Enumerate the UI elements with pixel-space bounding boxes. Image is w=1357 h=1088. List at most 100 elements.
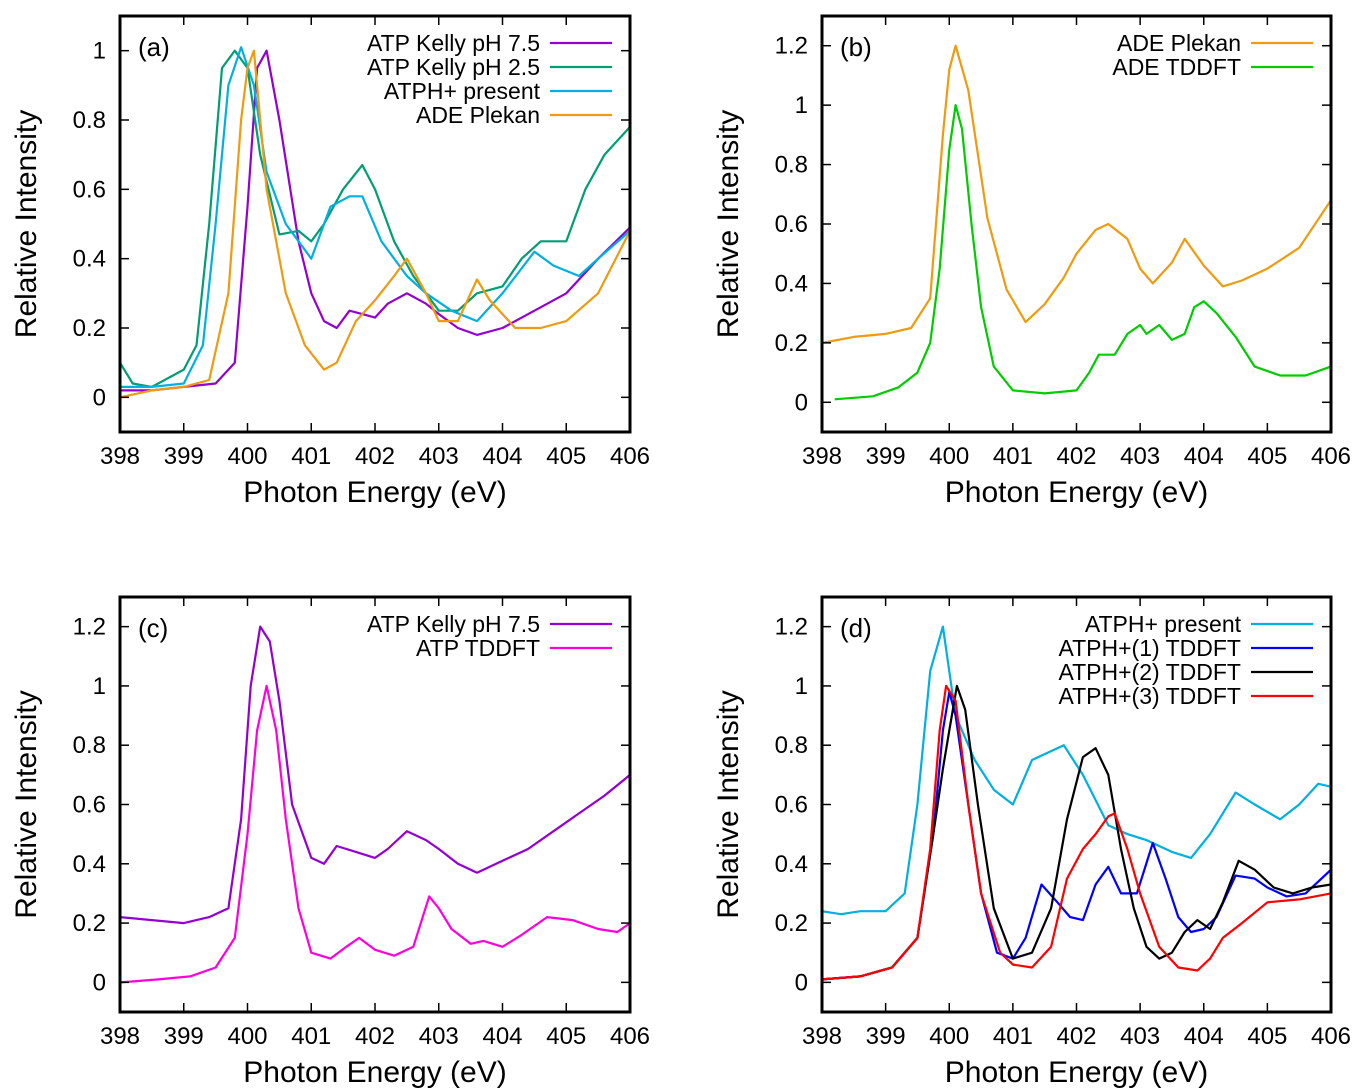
y-tick-label: 0.6 [775,792,808,819]
panel-a: 398 399 400 401 402 403 404 405 406 0 0.2 0.4 0.6 0.8… [10,14,650,509]
legend-label-atph-present: ATPH+ present [384,78,541,104]
y-tick-label: 1 [795,673,808,700]
series-line-ade-tddft [834,104,1331,401]
legend-label-ade-tddft: ADE TDDFT [1112,54,1241,80]
y-tick-label: 0.6 [775,211,808,238]
x-tick-label: 399 [866,1023,906,1050]
y-tick-label: 0.8 [775,152,808,179]
x-tick-label: 399 [164,443,204,470]
series-group [822,625,1331,981]
x-tick-label: 398 [802,1023,842,1050]
panel-label: (c) [138,613,168,643]
legend-label-atp-kelly-ph-7-5: ATP Kelly pH 7.5 [367,30,540,56]
series-line-atp-kelly-ph-7-5 [120,625,630,925]
series-line-atph-present [822,625,1331,916]
x-tick-label: 400 [929,443,969,470]
panel-b: 398 399 400 401 402 403 404 405 406 0 0.2 0.4 0.6 0.8… [712,14,1351,509]
y-tick-label: 1 [93,673,106,700]
y-tick-label: 0.4 [73,851,106,878]
x-tick-label: 400 [227,1023,267,1050]
series-line-atph-present [120,46,630,388]
x-tick-label: 400 [227,443,267,470]
x-tick-label: 398 [802,443,842,470]
x-tick-label: 402 [355,1023,395,1050]
y-tick-label: 0.2 [775,910,808,937]
panel-label: (a) [138,32,170,62]
y-tick-label: 0.2 [73,315,106,342]
panel-label: (d) [840,613,872,643]
x-tick-label: 403 [419,443,459,470]
y-tick-label: 0.6 [73,176,106,203]
y-tick-label: 0.4 [73,246,106,273]
legend-label-atph-3-tddft: ATPH+(3) TDDFT [1058,683,1241,709]
y-tick-label: 1 [93,38,106,65]
x-tick-label: 400 [929,1023,969,1050]
legend-label-atph-present: ATPH+ present [1085,611,1242,637]
x-tick-label: 404 [1184,443,1224,470]
series-group [120,625,630,984]
legend-label-atp-tddft: ATP TDDFT [416,635,540,661]
legend-label-atp-kelly-ph-2-5: ATP Kelly pH 2.5 [367,54,540,80]
y-tick-label: 0.8 [73,107,106,134]
y-tick-label: 0 [93,384,106,411]
legend-label-ade-plekan: ADE Plekan [1117,30,1241,56]
series-group [822,44,1331,401]
x-tick-label: 406 [610,1023,650,1050]
x-tick-label: 405 [546,1023,586,1050]
legend-label-ade-plekan: ADE Plekan [416,102,540,128]
y-tick-label: 0.8 [775,732,808,759]
legend-label-atp-kelly-ph-7-5: ATP Kelly pH 7.5 [367,611,540,637]
x-axis-title: Photon Energy (eV) [945,476,1208,509]
y-tick-label: 0.4 [775,270,808,297]
y-tick-label: 0 [93,969,106,996]
x-tick-label: 403 [419,1023,459,1050]
y-axis-title: Relative Intensity [10,690,43,918]
series-line-atph-2-tddft [822,684,1331,981]
x-tick-label: 401 [993,443,1033,470]
y-tick-label: 0.2 [775,330,808,357]
x-tick-label: 403 [1120,1023,1160,1050]
panel-c: 398 399 400 401 402 403 404 405 406 0 0.2 0.4 0.6 0.8… [10,595,650,1088]
panel-label: (b) [840,32,872,62]
y-tick-label: 0.4 [775,851,808,878]
plot-frame [820,14,1333,434]
x-tick-label: 406 [1311,443,1351,470]
x-axis-title: Photon Energy (eV) [243,1056,506,1088]
y-tick-label: 0.2 [73,910,106,937]
x-tick-label: 402 [355,443,395,470]
x-tick-label: 402 [1056,443,1096,470]
x-tick-label: 406 [610,443,650,470]
series-line-atp-tddft [120,684,630,984]
panel-d: 398 399 400 401 402 403 404 405 406 0 0.2 0.4 0.6 0.8… [712,595,1351,1088]
series-line-atph-1-tddft [822,690,1331,981]
x-tick-label: 398 [100,443,140,470]
x-tick-label: 405 [1247,443,1287,470]
series-line-atp-kelly-ph-7-5 [120,49,630,392]
x-tick-label: 399 [164,1023,204,1050]
y-tick-label: 0.8 [73,732,106,759]
series-line-ade-plekan [120,49,630,399]
x-tick-label: 401 [993,1023,1033,1050]
x-tick-label: 405 [546,443,586,470]
x-axis-title: Photon Energy (eV) [243,476,506,509]
legend-label-atph-1-tddft: ATPH+(1) TDDFT [1058,635,1241,661]
x-tick-label: 404 [1184,1023,1224,1050]
series-line-atph-3-tddft [822,684,1331,981]
x-tick-label: 401 [291,1023,331,1050]
y-axis-title: Relative Intensity [712,110,745,338]
series-line-atp-kelly-ph-2-5 [120,49,630,388]
y-tick-label: 1.2 [775,33,808,60]
y-tick-label: 0 [795,389,808,416]
x-tick-label: 404 [482,1023,522,1050]
legend-label-atph-2-tddft: ATPH+(2) TDDFT [1058,659,1241,685]
series-group [120,46,630,399]
y-tick-label: 0 [795,969,808,996]
x-tick-label: 399 [866,443,906,470]
x-tick-label: 405 [1247,1023,1287,1050]
y-axis-title: Relative Intensity [10,110,43,338]
x-tick-label: 401 [291,443,331,470]
